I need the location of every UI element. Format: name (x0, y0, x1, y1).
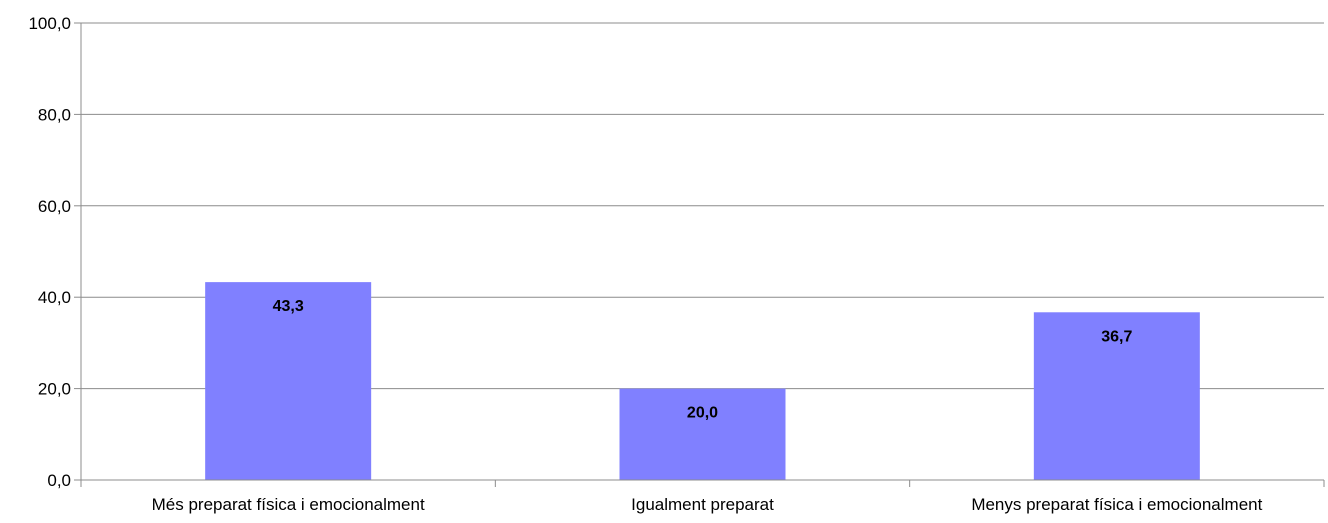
y-tick-label: 0,0 (47, 471, 71, 490)
data-label: 36,7 (1101, 328, 1132, 345)
x-tick-labels: Més preparat física i emocionalment Igual… (152, 495, 1263, 514)
y-tick-label: 100,0 (28, 14, 71, 33)
bar (1033, 312, 1200, 480)
y-tick-label: 80,0 (38, 105, 71, 124)
x-tick-label: Igualment preparat (631, 495, 774, 514)
axes (74, 22, 1325, 487)
x-tick-label: Més preparat física i emocionalment (152, 495, 425, 514)
bars (205, 282, 1200, 480)
bar (619, 388, 786, 480)
y-tick-label: 20,0 (38, 380, 71, 399)
data-label: 43,3 (273, 298, 304, 315)
x-tick-label: Menys preparat física i emocionalment (971, 495, 1262, 514)
bar (205, 282, 372, 480)
y-tick-label: 60,0 (38, 197, 71, 216)
data-labels: 43,3 20,0 36,7 (273, 298, 1133, 421)
y-tick-labels: 0,0 20,0 40,0 60,0 80,0 100,0 (28, 14, 71, 490)
data-label: 20,0 (687, 405, 718, 422)
y-tick-label: 40,0 (38, 288, 71, 307)
